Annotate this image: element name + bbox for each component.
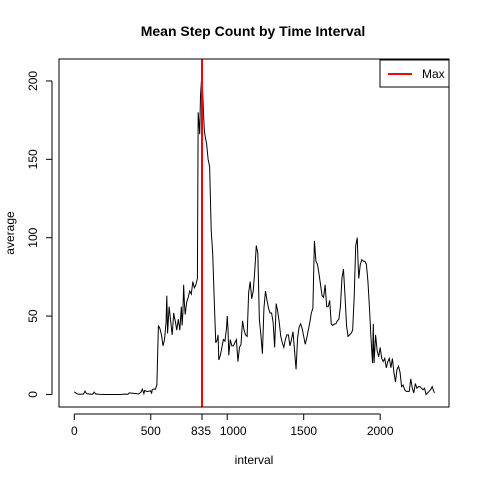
y-tick-label: 150 <box>26 149 40 169</box>
plot-frame <box>58 58 450 408</box>
y-tick-label: 100 <box>26 227 40 247</box>
x-tick-label-max: 835 <box>191 424 211 438</box>
x-tick-label: 1500 <box>290 424 317 438</box>
x-tick-label: 2000 <box>367 424 394 438</box>
series-line-0 <box>73 71 435 396</box>
series-layer <box>73 71 435 396</box>
y-tick-label: 0 <box>26 391 40 398</box>
legend-label-max: Max <box>422 67 445 81</box>
legend: Max <box>379 59 450 88</box>
y-tick-label: 200 <box>26 71 40 91</box>
x-tick-label: 1000 <box>220 424 247 438</box>
y-tick-label: 50 <box>26 309 40 323</box>
y-axis: 0 50 100 150 200 <box>26 71 53 398</box>
x-tick-label: 500 <box>141 424 161 438</box>
x-axis: 0 500 1000 1500 2000 835 <box>71 413 394 438</box>
plot-area <box>73 59 435 407</box>
x-tick-label: 0 <box>71 424 78 438</box>
y-axis-label: average <box>3 211 17 255</box>
x-axis-label: interval <box>235 453 274 467</box>
chart-title: Mean Step Count by Time Interval <box>141 23 366 39</box>
